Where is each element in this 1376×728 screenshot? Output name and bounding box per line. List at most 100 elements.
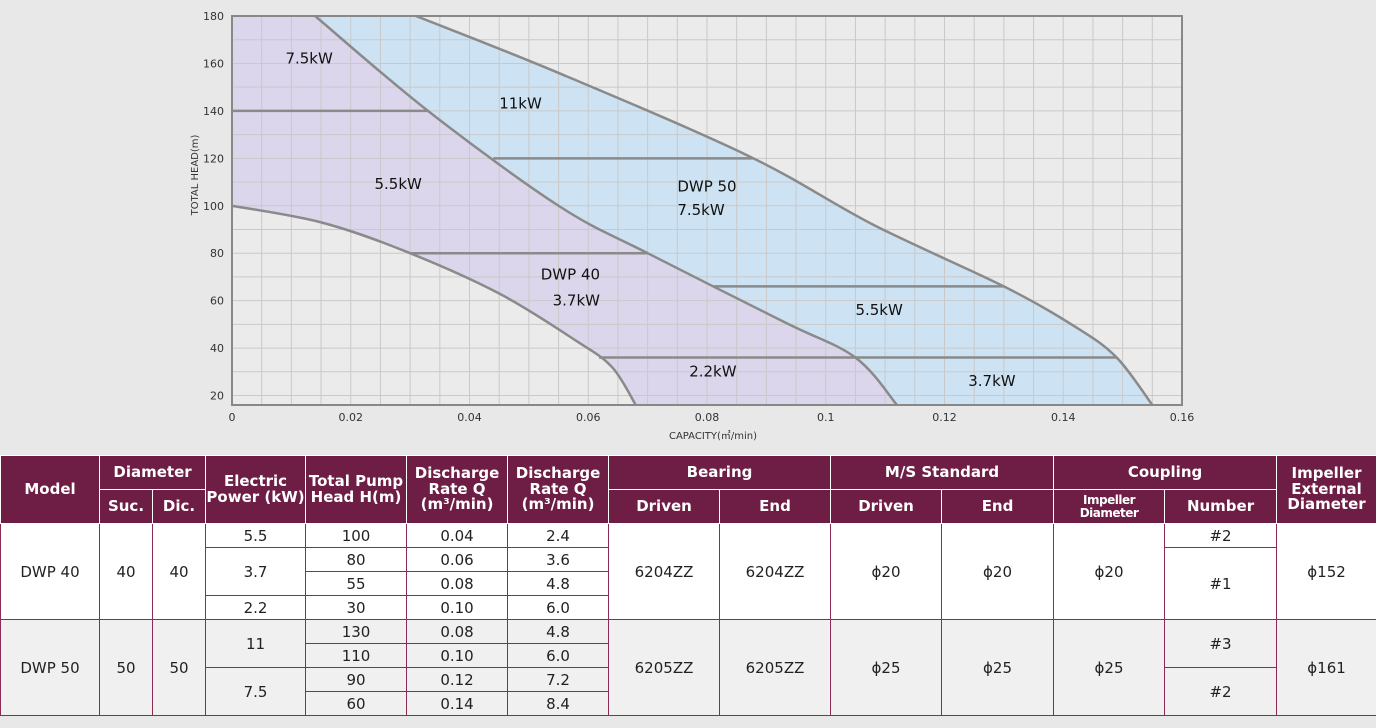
cell-ms-driven: ϕ20 [830,523,943,620]
cell-ms-end: ϕ25 [941,619,1055,716]
th-ms-driven: Driven [830,489,943,524]
chart-region-labels: 7.5kW 5.5kW DWP 40 3.7kW 2.2kW 11kW DWP 50 7.5k… [285,49,1015,390]
cell-head: 80 [305,547,408,572]
cell-head: 110 [305,643,408,668]
y-axis-title: TOTAL HEAD(m) [190,134,201,216]
x-axis-title: CAPACITY(㎥/min) [669,429,757,442]
cell-q1: 0.12 [406,667,509,692]
region-label: 5.5kW [375,175,423,193]
spec-table: Model Diameter Electric Power (kW) Total… [0,455,1376,716]
performance-curve [314,15,898,406]
cell-coupling-number: #2 [1164,667,1278,716]
cell-coupling-number: #1 [1164,547,1278,620]
x-tick-label: 0.06 [576,411,601,424]
cell-q1: 0.08 [406,571,509,596]
cell-q1: 0.06 [406,547,509,572]
performance-curve [415,14,1154,406]
th-bearing-end: End [719,489,832,524]
chart-curves [231,14,1154,406]
th-discharge-q1: Discharge Rate Q (m³/min) [406,455,509,524]
region-label: 3.7kW [968,372,1016,390]
table-row: DWP 40 40 40 5.5 100 0.04 2.4 6204ZZ 620… [0,523,1376,620]
th-suc: Suc. [99,489,153,524]
chart-dividers [232,109,1117,359]
table-row: DWP 50 50 50 11 130 0.08 4.8 6205ZZ 6205… [0,619,1376,716]
cell-impeller-external-diameter: ϕ161 [1276,619,1376,716]
cell-suc: 50 [99,619,153,716]
th-discharge-q1-label: Discharge Rate Q [414,463,500,498]
cell-q2: 4.8 [507,571,610,596]
region-label: DWP 50 [677,178,736,196]
th-coupling: Coupling [1053,455,1278,490]
cell-q1: 0.14 [406,691,509,716]
performance-chart-svg: 0 0.02 0.04 0.06 0.08 0.1 0.12 0.14 0.16 20 40 60 80… [190,10,1194,442]
cell-head: 100 [305,523,408,548]
x-tick-label: 0.04 [457,411,482,424]
y-tick-label: 140 [203,105,224,118]
cell-coupling-number: #3 [1164,619,1278,668]
cell-power: 7.5 [205,667,307,716]
y-tick-label: 60 [210,295,224,308]
th-model: Model [0,455,100,524]
y-tick-label: 160 [203,57,224,70]
cell-power: 3.7 [205,547,307,596]
cell-q1: 0.10 [406,643,509,668]
x-tick-label: 0.16 [1170,411,1195,424]
cell-bearing-driven: 6204ZZ [608,523,721,620]
region-label: 3.7kW [553,291,601,309]
region-label: 5.5kW [855,301,903,319]
region-label: DWP 40 [541,265,600,283]
cell-suc: 40 [99,523,153,620]
y-tick-label: 80 [210,247,224,260]
table-row: 7.5 90 0.12 7.2 #2 [1,667,1376,716]
cell-q2: 7.2 [507,667,610,692]
cell-head: 130 [305,619,408,644]
th-diameter: Diameter [98,455,207,490]
region-label: 7.5kW [677,201,725,219]
chart-axes: 0 0.02 0.04 0.06 0.08 0.1 0.12 0.14 0.16 20 40 60 80… [203,10,1194,424]
performance-curve [231,204,637,406]
plot-frame [231,15,1183,406]
x-tick-label: 0.14 [1051,411,1076,424]
cell-model: DWP 40 [0,523,100,620]
cell-q2: 6.0 [507,643,610,668]
cell-bearing-end: 6204ZZ [719,523,832,620]
cell-bearing-driven: 6205ZZ [608,619,721,716]
table-row: 60 0.14 8.4 [1,691,1376,716]
th-bearing: Bearing [608,455,832,490]
cell-dic: 40 [151,523,207,620]
cell-q1: 0.10 [406,595,509,620]
table-row: 3.7 80 0.06 3.6 #1 [1,547,1376,620]
cell-head: 55 [305,571,408,596]
y-tick-label: 180 [203,10,224,23]
cell-dic: 50 [151,619,207,716]
region-label: 11kW [499,95,542,113]
th-ms-end: End [941,489,1055,524]
th-discharge-q2: Discharge Rate Q (m³/min) [507,455,610,524]
performance-chart: 0 0.02 0.04 0.06 0.08 0.1 0.12 0.14 0.16 20 40 60 80… [190,10,1195,442]
th-dic: Dic. [151,489,207,524]
th-total-pump-head: Total Pump Head H(m) [305,455,408,524]
region-label: 7.5kW [285,49,333,67]
x-tick-label: 0.08 [695,411,720,424]
cell-model: DWP 50 [0,619,100,716]
cell-power: 5.5 [205,523,307,548]
cell-q2: 6.0 [507,595,610,620]
cell-coupling-impeller-diameter: ϕ25 [1053,619,1166,716]
cell-head: 30 [305,595,408,620]
cell-ms-end: ϕ20 [941,523,1055,620]
cell-bearing-end: 6205ZZ [719,619,832,716]
table-row: 110 0.10 6.0 [1,643,1376,668]
region-dwp-50 [315,16,1153,405]
cell-ms-driven: ϕ25 [830,619,943,716]
th-discharge-q2-label: Discharge Rate Q [515,463,601,498]
region-label: 2.2kW [689,363,737,381]
th-coupling-impeller-diameter: Impeller Diameter [1053,489,1166,524]
y-tick-label: 40 [210,342,224,355]
cell-coupling-number: #2 [1164,523,1278,548]
cell-impeller-external-diameter: ϕ152 [1276,523,1376,620]
cell-q1: 0.04 [406,523,509,548]
th-coupling-number: Number [1164,489,1278,524]
th-discharge-q2-unit: (m³/min) [521,495,595,514]
cell-head: 90 [305,667,408,692]
